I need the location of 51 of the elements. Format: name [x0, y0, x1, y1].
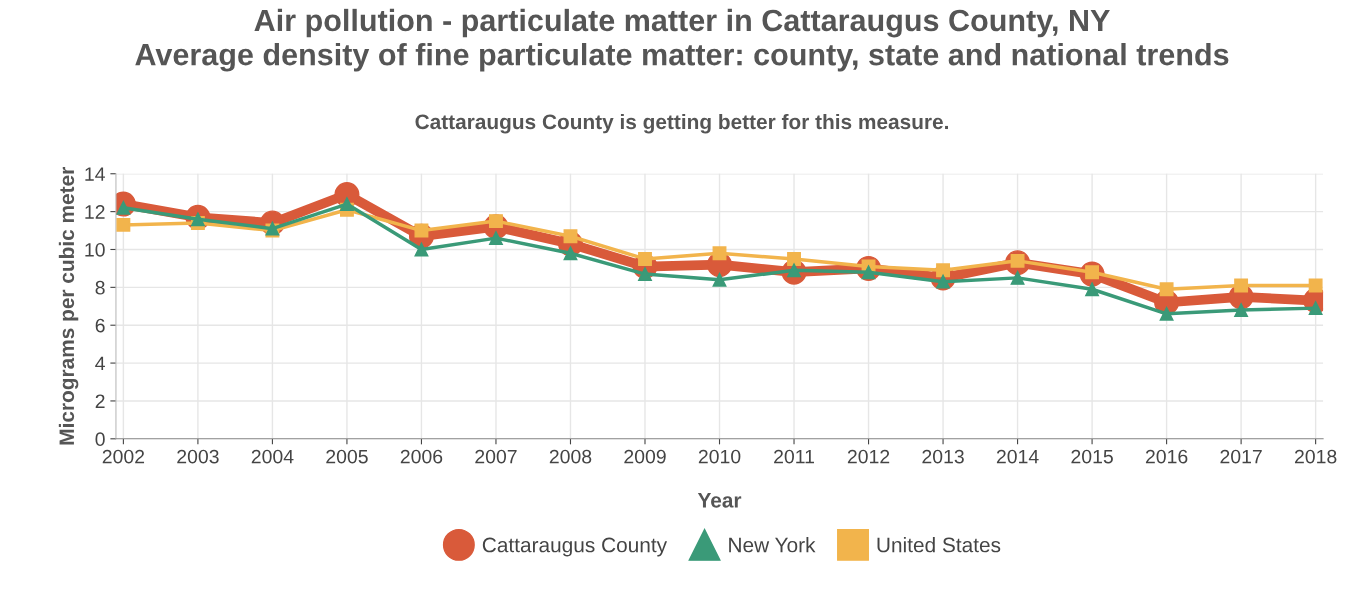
chart-title: Air pollution - particulate matter in Cattaraugus County, NY Average density of fine particulate matter: county, state and national trends — [135, 8, 1229, 72]
x-tick-label: 2016 — [1145, 449, 1188, 464]
x-tick-label: 2014 — [996, 449, 1039, 464]
x-tick-label: 2013 — [922, 449, 964, 464]
legend-label: New York — [729, 537, 816, 553]
y-tick-label: 2 — [95, 394, 105, 408]
point — [1010, 270, 1025, 285]
point — [414, 242, 429, 257]
x-tick-label: 2018 — [1294, 449, 1337, 464]
x-tick-label: 2003 — [177, 449, 219, 464]
x-tick-label: 2017 — [1220, 449, 1262, 464]
point — [116, 217, 131, 232]
point — [1308, 301, 1323, 316]
x-tick-label: 2011 — [774, 449, 814, 464]
point — [563, 246, 578, 261]
x-tick-label: 2009 — [624, 449, 666, 464]
x-tick-label: 2005 — [326, 449, 368, 464]
point — [1308, 278, 1323, 293]
point — [563, 229, 578, 244]
point — [712, 272, 727, 287]
point — [787, 252, 801, 266]
y-tick-label: 4 — [95, 356, 105, 371]
y-tick-label: 12 — [85, 205, 105, 219]
chart-subtitle: Cattaraugus County is getting better for this measure. — [415, 113, 948, 134]
point — [339, 197, 354, 211]
y-tick-label: 8 — [95, 280, 105, 295]
y-tick-label: 6 — [95, 318, 105, 333]
legend-label: Cattaraugus County — [482, 537, 668, 557]
legend-label: United States — [877, 537, 1001, 553]
x-tick-label: 2010 — [698, 449, 741, 464]
x-tick-label: 2006 — [400, 449, 443, 464]
point — [489, 231, 503, 246]
x-tick-label: 2012 — [847, 449, 890, 464]
x-axis-title: Year — [697, 493, 742, 508]
point — [1159, 282, 1174, 297]
point — [936, 263, 950, 278]
y-tick-label: 14 — [85, 167, 105, 181]
y-tick-label: 10 — [85, 242, 105, 257]
point — [1234, 278, 1249, 293]
x-tick-label: 2008 — [549, 449, 592, 464]
y-tick-label: 0 — [95, 432, 105, 447]
x-tick-label: 2002 — [102, 449, 145, 464]
point — [1234, 303, 1249, 318]
x-tick-label: 2004 — [251, 449, 294, 464]
point — [638, 252, 652, 266]
point — [1085, 282, 1100, 297]
point — [712, 246, 727, 261]
point — [1159, 306, 1174, 321]
x-tick-label: 2015 — [1071, 449, 1113, 464]
y-axis-title: Micrograms per cubic meter — [58, 167, 79, 445]
x-tick-label: 2007 — [475, 449, 517, 464]
